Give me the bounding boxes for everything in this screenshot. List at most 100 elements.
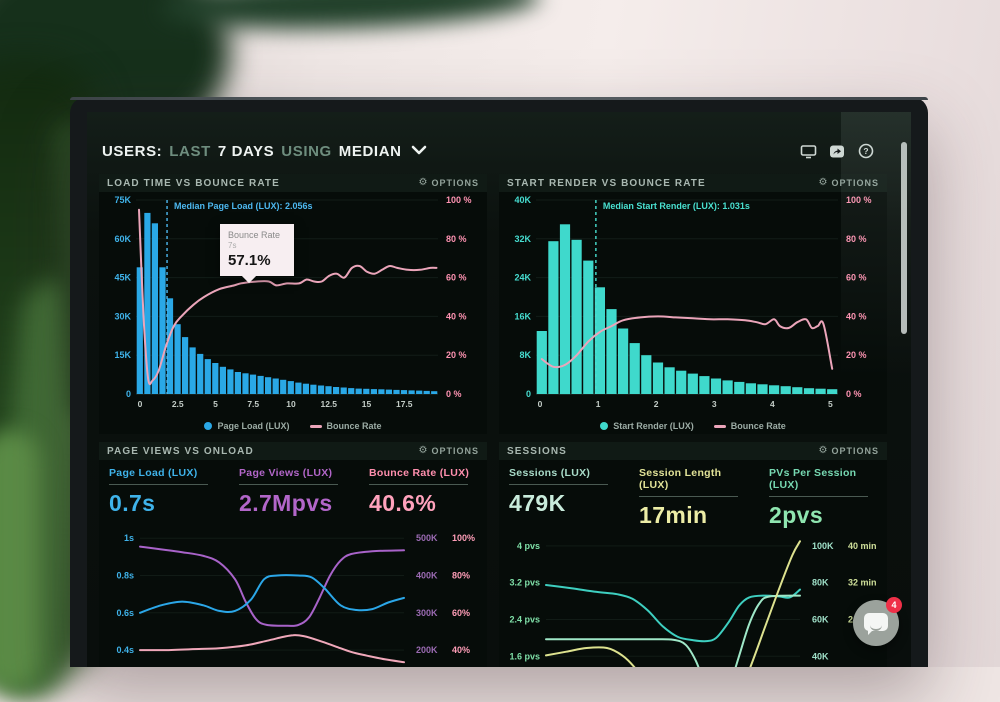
svg-text:100K: 100K (812, 541, 834, 551)
notification-badge: 4 (886, 597, 902, 613)
svg-text:0 %: 0 % (446, 389, 462, 399)
svg-text:0: 0 (526, 389, 531, 399)
svg-text:40K: 40K (812, 651, 829, 661)
start-render-histogram-chart[interactable]: 40K 32K 24K 16K 8K 0 100 % 80 % 60 % 40 % 20 % 0 % 0… (500, 192, 886, 418)
header-metric-label[interactable]: MEDIAN (338, 142, 402, 160)
panel-sessions: SESSIONS ⚙ OPTIONS Sessions (LUX) 479K S… (499, 442, 887, 667)
svg-text:32K: 32K (514, 234, 531, 244)
legend-line-icon (713, 424, 726, 428)
svg-text:4 pvs: 4 pvs (517, 541, 540, 551)
panel-load-time-vs-bounce-rate: LOAD TIME VS BOUNCE RATE ⚙ OPTIONS 75K 60… (99, 174, 487, 434)
svg-text:300K: 300K (416, 608, 438, 618)
page-views-line-chart[interactable]: 1s 0.8s 0.6s 0.4s 500K 100% 400K 80% 300K 60% 200K… (100, 519, 486, 667)
legend-dot-icon (204, 422, 213, 430)
scrollbar-thumb[interactable] (901, 142, 907, 334)
svg-text:Median Page Load (LUX): 2.056s: Median Page Load (LUX): 2.056s (174, 201, 313, 211)
options-button[interactable]: ⚙ OPTIONS (418, 445, 479, 457)
options-button[interactable]: ⚙ OPTIONS (818, 177, 879, 189)
svg-text:16K: 16K (514, 311, 531, 321)
panel-title: SESSIONS (507, 445, 567, 457)
panel-title: PAGE VIEWS VS ONLOAD (107, 445, 254, 457)
svg-text:15K: 15K (114, 350, 131, 360)
metric-sessions: Sessions (LUX) 479K (509, 467, 617, 529)
panel-title: LOAD TIME VS BOUNCE RATE (107, 177, 280, 189)
monitor-icon[interactable] (799, 143, 817, 159)
svg-text:100 %: 100 % (446, 195, 472, 205)
legend-page-load[interactable]: Page Load (LUX) (204, 421, 290, 431)
options-button[interactable]: ⚙ OPTIONS (418, 177, 479, 189)
panel-header: LOAD TIME VS BOUNCE RATE ⚙ OPTIONS (99, 174, 487, 192)
metric-page-load: Page Load (LUX) 0.7s (109, 467, 217, 517)
svg-text:20 %: 20 % (846, 350, 867, 360)
svg-text:100 %: 100 % (846, 195, 872, 205)
svg-text:0.4s: 0.4s (116, 645, 134, 655)
svg-text:0 %: 0 % (846, 389, 862, 399)
svg-text:4: 4 (770, 399, 775, 409)
svg-text:3: 3 (712, 399, 717, 409)
svg-text:60 %: 60 % (846, 273, 867, 283)
svg-text:200K: 200K (416, 645, 438, 655)
svg-text:24K: 24K (514, 273, 531, 283)
svg-text:100%: 100% (452, 533, 475, 543)
metrics-row: Sessions (LUX) 479K Session Length (LUX)… (499, 460, 887, 531)
svg-text:40 %: 40 % (846, 311, 867, 321)
chat-smile-icon (870, 625, 882, 631)
metric-session-length: Session Length (LUX) 17min (639, 467, 747, 529)
svg-text:?: ? (863, 146, 868, 156)
dashboard-screen: USERS: LAST 7 DAYS USING MEDIAN ? (87, 112, 911, 667)
svg-text:75K: 75K (114, 195, 131, 205)
gear-icon: ⚙ (818, 177, 828, 188)
panel-header: SESSIONS ⚙ OPTIONS (499, 442, 887, 460)
svg-text:40%: 40% (452, 645, 470, 655)
panel-header: START RENDER VS BOUNCE RATE ⚙ OPTIONS (499, 174, 887, 192)
gear-icon: ⚙ (418, 177, 428, 188)
svg-text:5: 5 (213, 399, 218, 409)
metric-page-views: Page Views (LUX) 2.7Mpvs (239, 467, 347, 517)
header-last-label[interactable]: LAST (169, 142, 211, 160)
svg-text:0.6s: 0.6s (116, 608, 134, 618)
svg-text:7.5: 7.5 (247, 399, 259, 409)
svg-text:80K: 80K (812, 578, 829, 588)
svg-text:1: 1 (596, 399, 601, 409)
svg-text:32 min: 32 min (848, 578, 877, 588)
svg-text:45K: 45K (114, 273, 131, 283)
svg-text:80 %: 80 % (446, 234, 467, 244)
svg-text:1.6 pvs: 1.6 pvs (509, 651, 540, 661)
legend-line-icon (309, 424, 322, 428)
header-using-label[interactable]: USING (281, 142, 332, 160)
chat-widget-button[interactable]: 4 (853, 597, 902, 646)
svg-text:500K: 500K (416, 533, 438, 543)
load-time-histogram-chart[interactable]: 75K 60K 45K 30K 15K 0 100 % 80 % 60 % 40 % 20 % 0 %… (100, 192, 486, 418)
legend-bounce-rate[interactable]: Bounce Rate (309, 421, 382, 431)
svg-text:0: 0 (538, 399, 543, 409)
panel-page-views-vs-onload: PAGE VIEWS VS ONLOAD ⚙ OPTIONS Page Load… (99, 442, 487, 667)
share-icon[interactable] (828, 143, 846, 159)
svg-text:10: 10 (286, 399, 296, 409)
help-icon[interactable]: ? (857, 143, 875, 159)
legend-start-render[interactable]: Start Render (LUX) (600, 421, 694, 431)
panel-header: PAGE VIEWS VS ONLOAD ⚙ OPTIONS (99, 442, 487, 460)
legend-bounce-rate[interactable]: Bounce Rate (713, 421, 786, 431)
svg-text:5: 5 (828, 399, 833, 409)
chevron-down-icon[interactable] (411, 142, 427, 160)
svg-text:0.8s: 0.8s (116, 570, 134, 580)
options-button[interactable]: ⚙ OPTIONS (818, 445, 879, 457)
metrics-row: Page Load (LUX) 0.7s Page Views (LUX) 2.… (99, 460, 487, 519)
svg-text:2: 2 (654, 399, 659, 409)
chart-legend: Page Load (LUX) Bounce Rate (99, 418, 487, 434)
svg-text:Median Start Render (LUX): 1.0: Median Start Render (LUX): 1.031s (603, 201, 750, 211)
header-range-label[interactable]: 7 DAYS (217, 142, 275, 160)
gear-icon: ⚙ (818, 445, 828, 456)
svg-text:60%: 60% (452, 608, 470, 618)
legend-dot-icon (600, 422, 609, 430)
svg-text:40K: 40K (514, 195, 531, 205)
svg-text:80%: 80% (452, 570, 470, 580)
svg-text:40 min: 40 min (848, 541, 877, 551)
header-users-label[interactable]: USERS: (102, 142, 163, 160)
chart-tooltip: Bounce Rate 7s 57.1% (220, 224, 294, 276)
sessions-line-chart[interactable]: 4 pvs 3.2 pvs 2.4 pvs 1.6 pvs 100K 40 min 80K 3… (500, 531, 886, 667)
svg-text:400K: 400K (416, 570, 438, 580)
svg-text:12.5: 12.5 (320, 399, 337, 409)
chart-legend: Start Render (LUX) Bounce Rate (499, 418, 887, 434)
svg-text:0: 0 (138, 399, 143, 409)
